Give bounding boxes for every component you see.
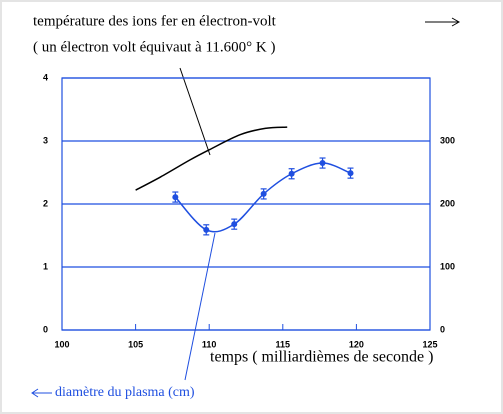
point xyxy=(288,170,295,177)
annotation: ( un électron volt équivaut à 11.600° K … xyxy=(33,39,275,55)
y2-tick-label: 100 xyxy=(440,261,455,271)
y-tick-label: 1 xyxy=(43,261,48,271)
point xyxy=(260,190,267,197)
pointer xyxy=(184,232,216,381)
x-axis-label: temps ( milliardièmes de seconde ) xyxy=(210,349,433,366)
point xyxy=(172,194,179,201)
y2-tick-label: 200 xyxy=(440,198,455,208)
x-tick-label: 105 xyxy=(128,339,143,349)
x-tick-label: 120 xyxy=(349,339,364,349)
x-tick-label: 125 xyxy=(422,339,437,349)
y-tick-label: 3 xyxy=(43,135,48,145)
point xyxy=(347,170,354,177)
annotation: température des ions fer en électron-vol… xyxy=(33,13,277,29)
point xyxy=(319,160,326,167)
series-line xyxy=(135,126,288,191)
arrow-head xyxy=(451,17,461,27)
arrow-head xyxy=(31,388,39,398)
y-tick-label: 2 xyxy=(43,198,48,208)
x-tick-label: 115 xyxy=(276,339,291,349)
point xyxy=(203,226,210,233)
x-tick-label: 110 xyxy=(202,339,217,349)
x-tick-label: 100 xyxy=(54,339,69,349)
y2-tick-label: 0 xyxy=(440,324,445,334)
annotation: diamètre du plasma (cm) xyxy=(55,385,195,400)
plot-frame xyxy=(61,77,431,331)
y2-tick-label: 300 xyxy=(440,135,455,145)
point xyxy=(231,221,238,228)
y-tick-label: 4 xyxy=(43,72,48,82)
y-tick-label: 0 xyxy=(43,324,48,334)
